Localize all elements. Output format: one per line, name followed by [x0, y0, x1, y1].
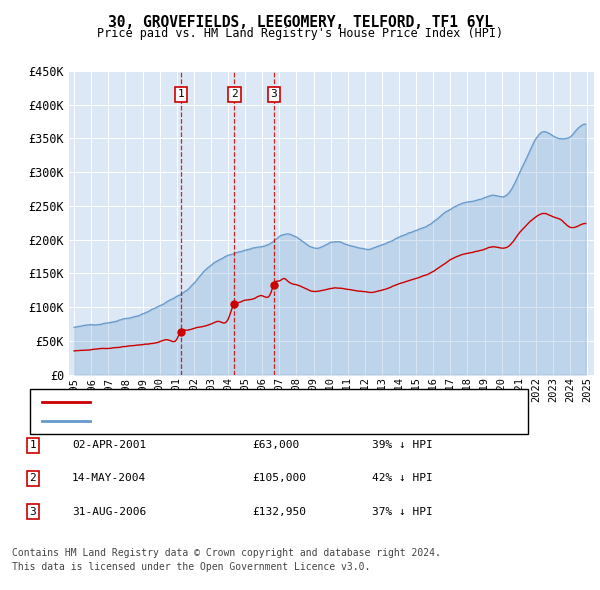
- Text: 1: 1: [178, 90, 184, 100]
- Text: HPI: Average price, detached house, Telford and Wrekin: HPI: Average price, detached house, Telf…: [102, 417, 439, 426]
- Text: 14-MAY-2004: 14-MAY-2004: [72, 474, 146, 483]
- Text: 2: 2: [29, 474, 37, 483]
- Text: 39% ↓ HPI: 39% ↓ HPI: [372, 441, 433, 450]
- Text: 30, GROVEFIELDS, LEEGOMERY, TELFORD, TF1 6YL: 30, GROVEFIELDS, LEEGOMERY, TELFORD, TF1…: [107, 15, 493, 30]
- Text: £63,000: £63,000: [252, 441, 299, 450]
- Text: 42% ↓ HPI: 42% ↓ HPI: [372, 474, 433, 483]
- Text: 31-AUG-2006: 31-AUG-2006: [72, 507, 146, 516]
- Text: 2: 2: [231, 90, 238, 100]
- Text: Contains HM Land Registry data © Crown copyright and database right 2024.: Contains HM Land Registry data © Crown c…: [12, 548, 441, 558]
- Text: Price paid vs. HM Land Registry's House Price Index (HPI): Price paid vs. HM Land Registry's House …: [97, 27, 503, 40]
- Text: 30, GROVEFIELDS, LEEGOMERY, TELFORD, TF1 6YL (detached house): 30, GROVEFIELDS, LEEGOMERY, TELFORD, TF1…: [102, 397, 483, 407]
- Text: This data is licensed under the Open Government Licence v3.0.: This data is licensed under the Open Gov…: [12, 562, 370, 572]
- Text: 37% ↓ HPI: 37% ↓ HPI: [372, 507, 433, 516]
- Text: £132,950: £132,950: [252, 507, 306, 516]
- Text: 3: 3: [271, 90, 277, 100]
- Text: 02-APR-2001: 02-APR-2001: [72, 441, 146, 450]
- Text: 3: 3: [29, 507, 37, 516]
- Text: £105,000: £105,000: [252, 474, 306, 483]
- Text: 1: 1: [29, 441, 37, 450]
